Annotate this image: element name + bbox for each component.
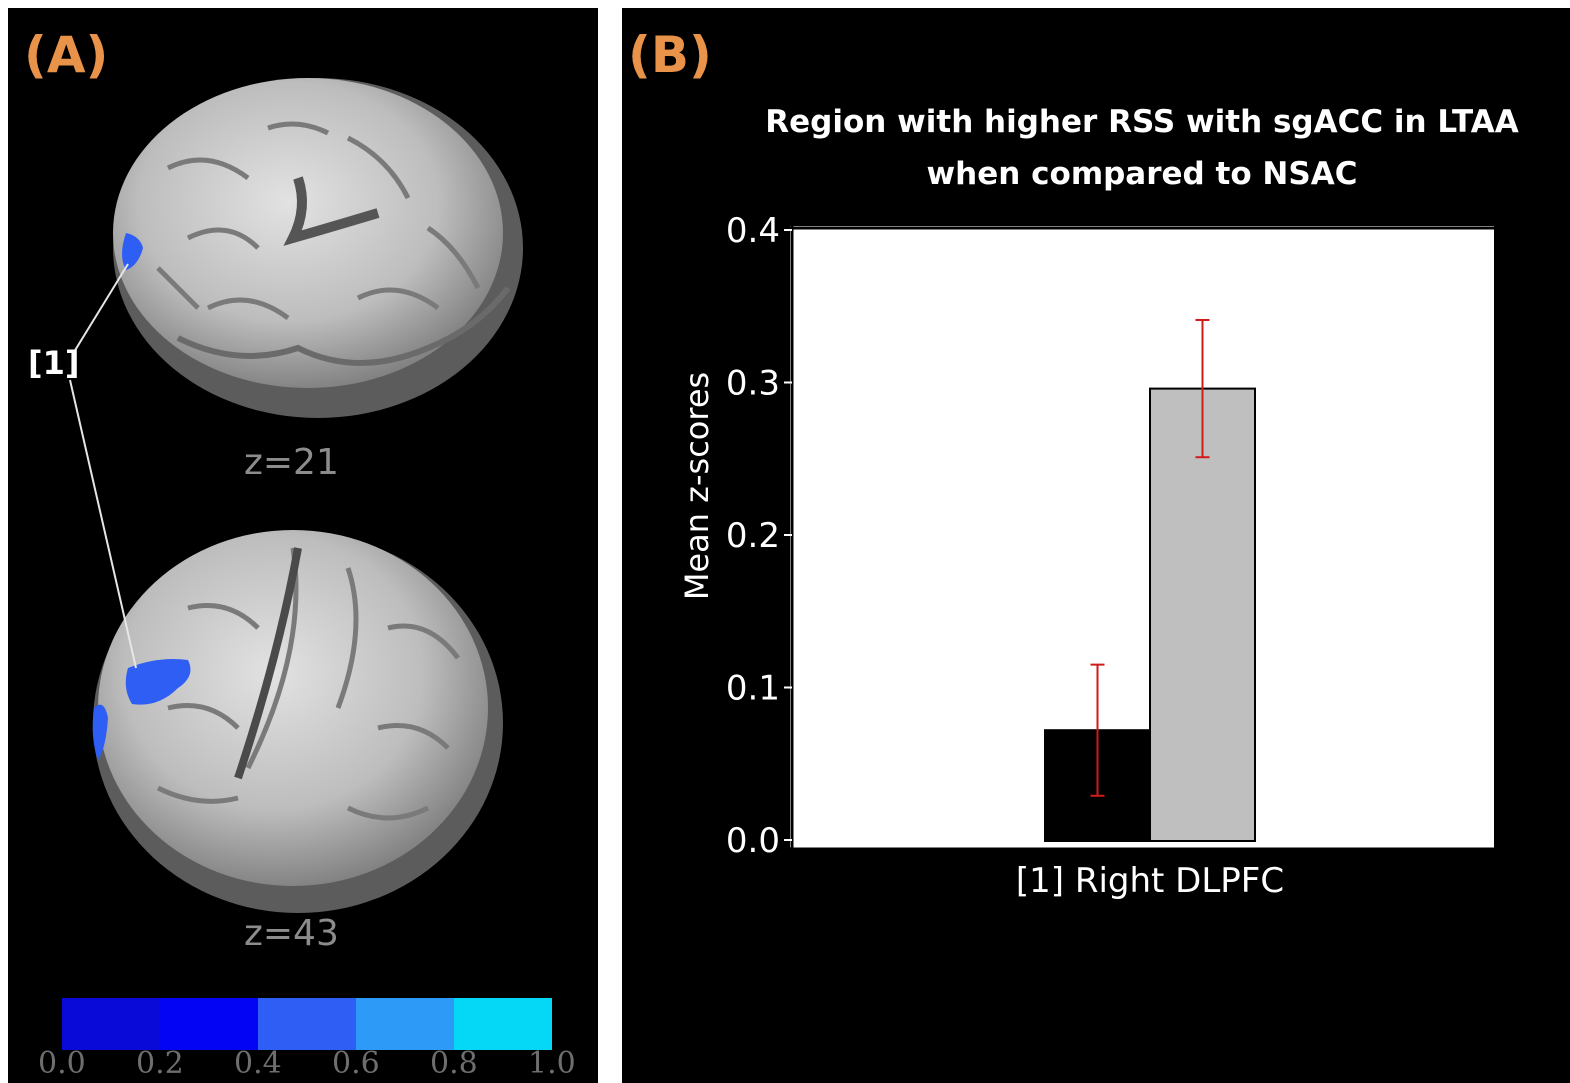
slice-label-z43: z=43 [244,913,339,954]
y-tick-label: 0.0 [726,821,780,861]
panel-a-label: (A) [24,26,109,84]
leader-line-upper [73,263,129,353]
brain-slice-z21 [113,78,523,418]
color-scale-tick-label: 0.8 [430,1046,478,1081]
y-tick-label: 0.1 [726,669,780,709]
y-tick-label: 0.4 [726,211,780,251]
panel-a: (A) [8,8,598,1083]
slice-label-z21: z=21 [244,442,339,483]
color-scale-tick-label: 0.0 [38,1046,86,1081]
y-tick-label: 0.2 [726,516,780,556]
color-scale-tick-label: 0.4 [234,1046,282,1081]
panel-b: (B) Region with higher RSS with sgACC in… [622,8,1570,1083]
bar-series-2 [1149,387,1256,842]
bar-chart: 0.0 0.1 0.2 0.3 0.4 Mean z-scores [1] Right DL… [678,211,1494,901]
color-scale-tick-label: 0.6 [332,1046,380,1081]
chart-title-line-2: when compared to NSAC [926,156,1358,192]
activation-blob-upper [122,233,143,270]
color-scale-segment [356,998,454,1050]
region-tag: [1] [28,344,80,382]
chart-title-line-1: Region with higher RSS with sgACC in LTA… [765,104,1519,140]
brain-slice-z43 [92,530,503,913]
y-axis-label: Mean z-scores [678,372,716,600]
x-category-label: [1] Right DLPFC [1016,861,1284,901]
leader-line-lower [69,379,137,669]
color-scale-bar [62,998,552,1050]
color-scale-segment [160,998,258,1050]
activation-blob-lower [125,659,191,705]
brain-slices [62,78,552,1050]
color-scale-segment [454,998,552,1050]
color-scale-tick-label: 1.0 [528,1046,576,1081]
color-scale-segment [62,998,160,1050]
panel-b-label: (B) [628,26,712,84]
color-scale-segment [258,998,356,1050]
activation-blob-edge [92,704,108,760]
y-tick-label: 0.3 [726,364,780,404]
color-scale-tick-label: 0.2 [136,1046,184,1081]
